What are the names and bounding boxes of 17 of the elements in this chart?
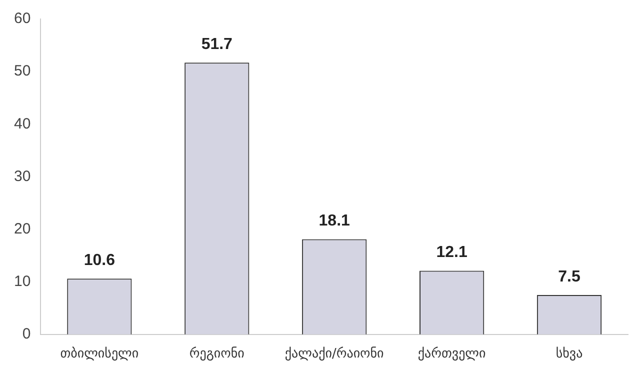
y-tick-label: 40 <box>14 115 31 132</box>
y-tick-label: 50 <box>14 62 31 80</box>
y-tick-label: 10 <box>14 272 31 290</box>
x-tick-label: ქართველი <box>418 346 486 362</box>
x-tick-label: რეგიონი <box>189 346 245 362</box>
x-tick-label: ქალაქი/რაიონი <box>284 346 384 362</box>
y-tick-label: 60 <box>14 10 31 28</box>
data-label: 51.7 <box>201 36 233 54</box>
x-tick-label: თბილისელი <box>60 346 139 362</box>
y-tick-label: 30 <box>14 168 31 185</box>
x-tick-label: სხვა <box>556 346 583 362</box>
y-tick-label: 20 <box>14 220 31 238</box>
data-label: 18.1 <box>318 212 350 230</box>
y-tick-label: 0 <box>22 326 31 343</box>
data-label: 10.6 <box>84 252 116 270</box>
data-label: 12.1 <box>436 244 468 262</box>
data-label: 7.5 <box>558 268 580 286</box>
